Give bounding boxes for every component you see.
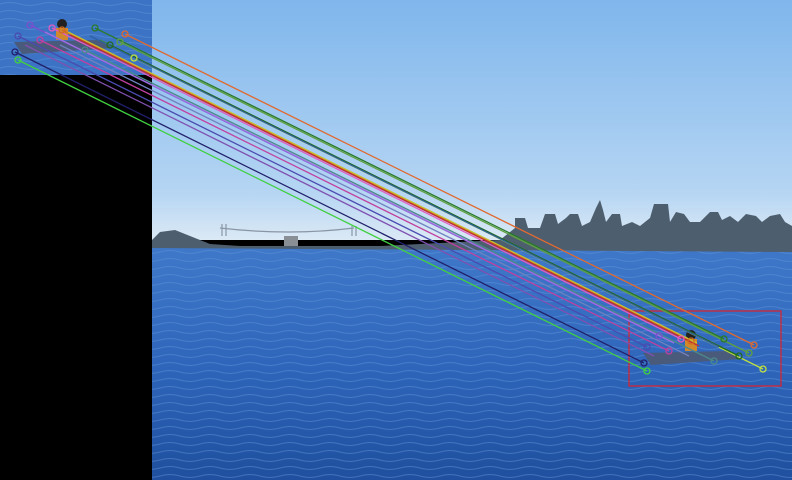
match-line [119,41,750,354]
left-background [0,0,152,480]
keypoint [643,367,651,375]
keypoint [759,365,767,373]
boat [643,351,741,365]
keypoint [687,337,695,345]
keypoint [11,48,19,56]
keypoint [677,335,685,343]
keypoint [48,24,56,32]
keypoint [14,32,22,40]
match-line [17,59,648,372]
matches [14,24,764,372]
keypoint [121,30,129,38]
keypoint [720,335,728,343]
bounding-box [628,310,782,387]
match-line [94,27,725,340]
keypoint [116,38,124,46]
match-line [84,49,715,362]
match-line [17,35,648,348]
match-line [39,39,670,352]
sky [152,0,792,240]
keypoint [745,349,753,357]
waves [152,248,792,480]
keypoint [130,54,138,62]
keypoint [655,332,663,340]
keypoint [665,347,673,355]
keypoint [750,341,758,349]
match-line [14,51,645,364]
keypoint [643,343,651,351]
bridge [219,224,357,236]
scene [152,0,792,480]
keypoint [36,36,44,44]
keypoint [710,357,718,365]
match-line [61,29,692,342]
match-line [51,27,682,340]
thumb-rower [57,19,67,29]
match-line [59,44,690,357]
match-line [109,44,740,357]
skyline [152,200,792,252]
keypoint [91,24,99,32]
keypoint [26,21,34,29]
keypoints [11,21,767,375]
keypoint [640,359,648,367]
match-line [89,35,720,348]
keypoint [81,46,89,54]
match-line [44,31,675,344]
match-line [67,31,698,344]
keypoint [58,26,66,34]
match-line [69,34,700,347]
match-line [124,33,755,346]
keypoint [14,56,22,64]
keypoint [735,352,743,360]
island [284,236,298,246]
keypoint [106,41,114,49]
match-line [24,44,655,357]
